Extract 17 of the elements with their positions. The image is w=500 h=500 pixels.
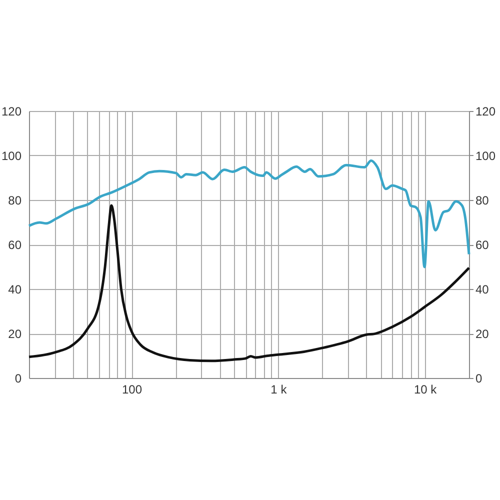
y-tick-label: 0 bbox=[14, 372, 22, 386]
x-tick-label: 100 bbox=[122, 382, 142, 396]
y2-tick-label: 0 bbox=[476, 372, 482, 386]
y2-tick-label: 40 bbox=[476, 282, 490, 296]
y2-tick-label: 120 bbox=[476, 104, 496, 118]
y-tick-label: 80 bbox=[8, 194, 22, 208]
y2-tick-label: 100 bbox=[476, 149, 496, 163]
y2-tick-label: 60 bbox=[476, 238, 490, 252]
y2-tick-label: 20 bbox=[476, 327, 490, 341]
y-tick-label: 20 bbox=[8, 327, 22, 341]
y2-tick-label: 80 bbox=[476, 194, 490, 208]
y-tick-label: 120 bbox=[1, 104, 22, 118]
y-tick-label: 40 bbox=[8, 282, 22, 296]
x-tick-label: 1 k bbox=[270, 382, 288, 396]
y-tick-label: 60 bbox=[8, 238, 22, 252]
x-tick-label: 10 k bbox=[414, 382, 438, 396]
y-tick-label: 100 bbox=[1, 149, 22, 163]
